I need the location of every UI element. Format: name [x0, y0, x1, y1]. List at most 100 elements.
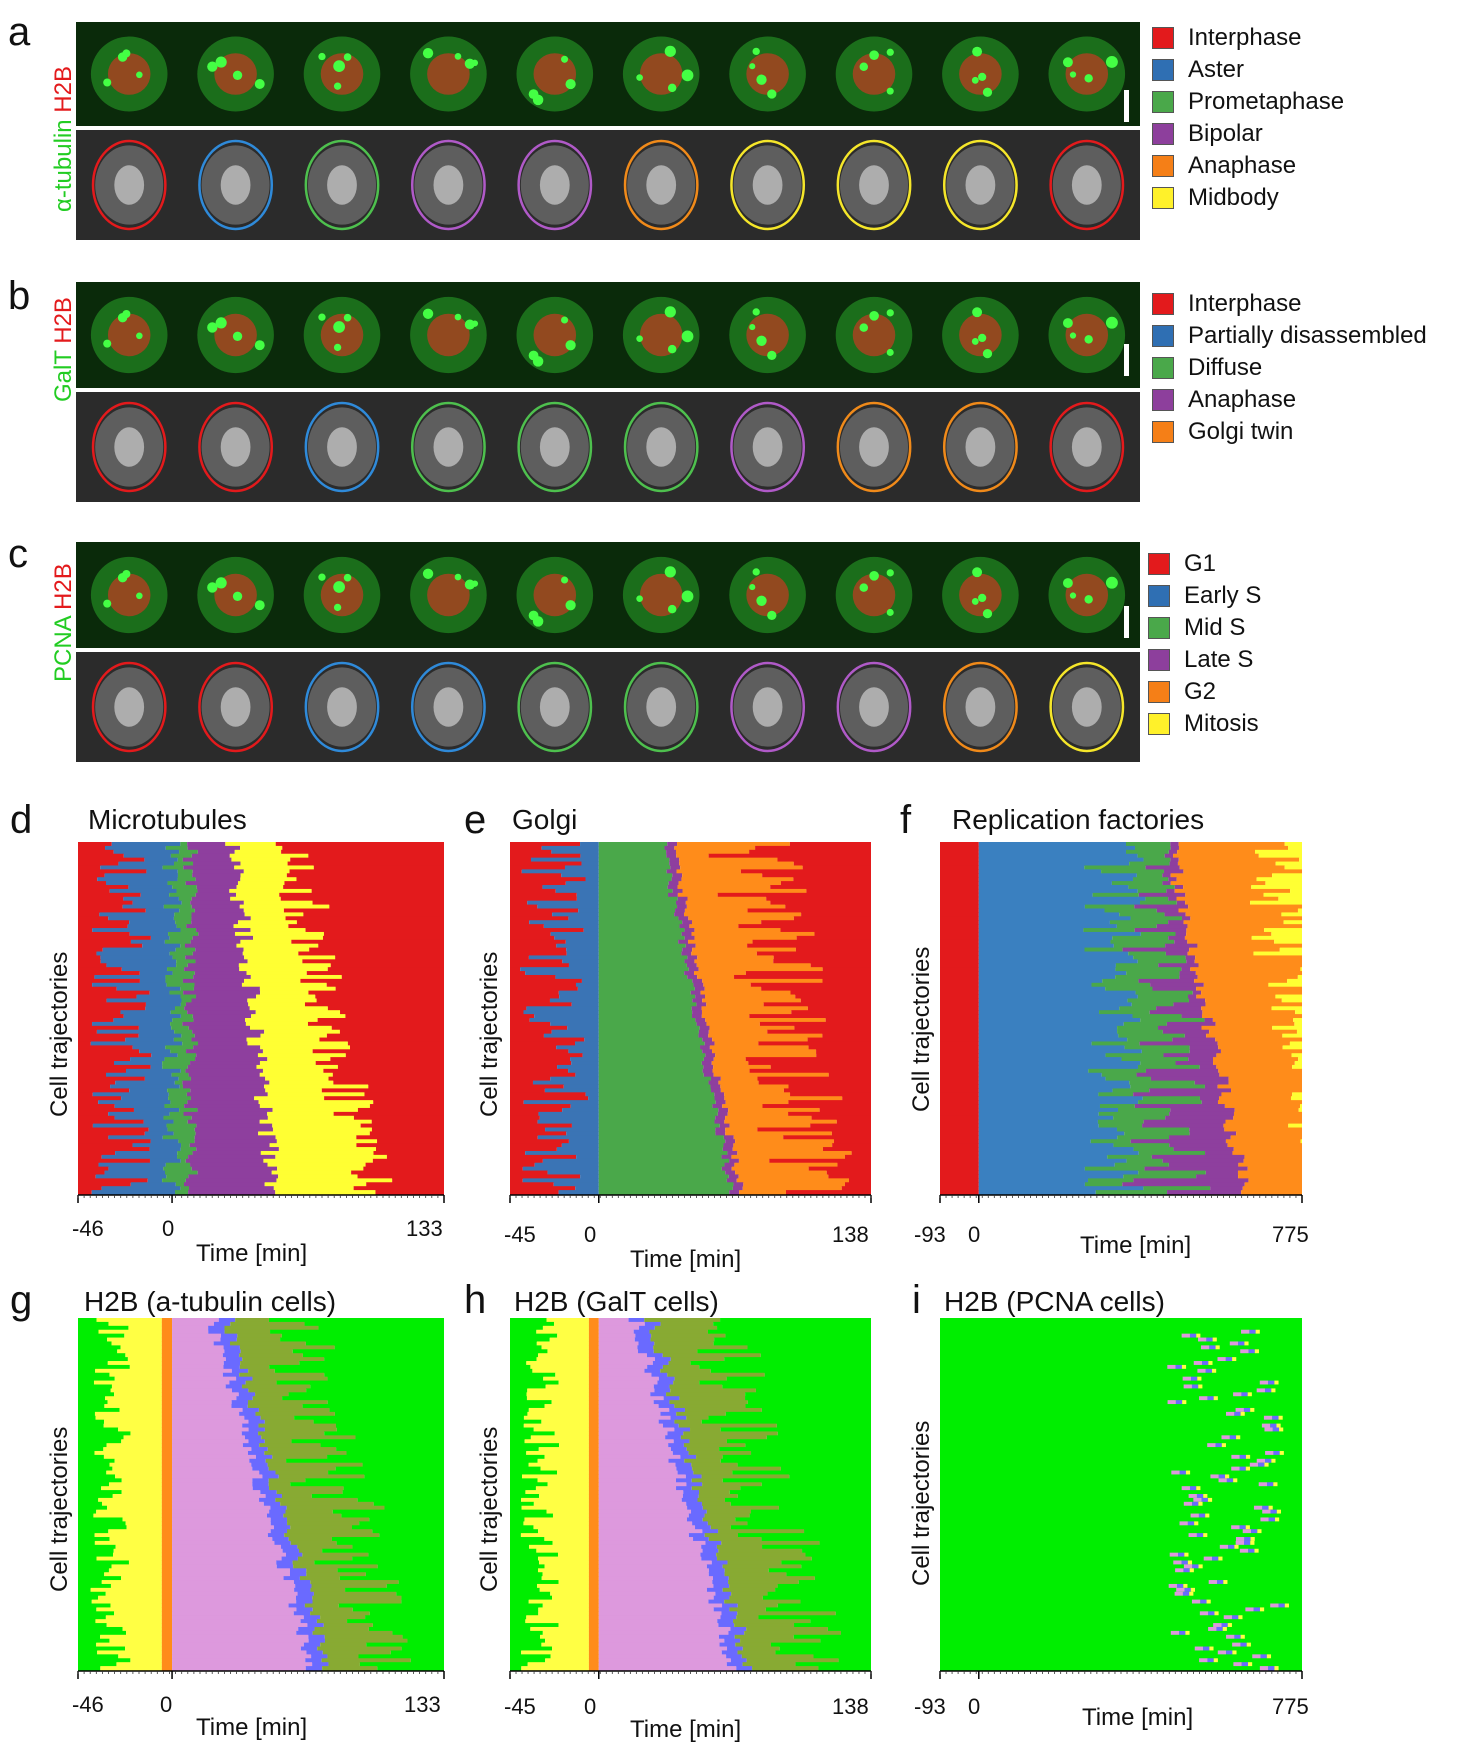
heatmap-segment	[138, 1025, 172, 1031]
heatmap-segment	[588, 1630, 599, 1636]
heatmap-segment	[1113, 943, 1166, 949]
heatmap-segment	[598, 849, 667, 855]
heatmap-segment	[363, 1166, 444, 1172]
heatmap-segment	[1234, 1107, 1299, 1113]
heatmap-segment	[685, 943, 696, 949]
heatmap-segment	[978, 1076, 1106, 1082]
heatmap-segment	[172, 1454, 256, 1460]
heatmap-segment	[161, 1404, 173, 1409]
heatmap-segment	[78, 1174, 96, 1179]
heatmap-segment	[668, 1443, 684, 1448]
heatmap-segment	[1199, 1096, 1220, 1101]
heatmap-segment	[588, 1599, 599, 1605]
ylabel-d: Cell trajectories	[46, 951, 73, 1117]
heatmap-segment	[338, 1603, 444, 1608]
heatmap-segment	[1149, 1010, 1203, 1015]
heatmap-segment	[1245, 1607, 1254, 1612]
heatmap-segment	[680, 865, 803, 870]
heatmap-segment	[644, 1368, 661, 1374]
heatmap-segment	[940, 1372, 1302, 1378]
heatmap-segment	[940, 1576, 1302, 1581]
legend-swatch	[1148, 713, 1170, 735]
row-label-c: PCNA H2B	[50, 563, 77, 682]
heatmap-segment	[940, 1131, 979, 1136]
heatmap-segment	[1275, 1517, 1280, 1522]
heatmap-segment	[231, 1368, 249, 1374]
heatmap-segment	[598, 1080, 709, 1085]
heatmap-segment	[510, 892, 577, 898]
heatmap-segment	[285, 1552, 303, 1558]
cell-outline	[517, 661, 593, 753]
heatmap-segment	[598, 1576, 713, 1581]
heatmap-segment	[510, 1396, 527, 1401]
heatmap-segment	[978, 1006, 1120, 1011]
heatmap-segment	[598, 885, 668, 890]
heatmap-segment	[835, 1611, 871, 1616]
heatmap-segment	[598, 1131, 716, 1136]
heatmap-e	[509, 842, 872, 1203]
heatmap-segment	[1118, 1033, 1185, 1039]
heatmap-segment	[804, 1529, 871, 1534]
heatmap-segment	[529, 920, 599, 925]
heatmap-segment	[172, 1591, 298, 1597]
heatmap-segment	[115, 1474, 162, 1479]
heatmap-segment	[244, 1435, 262, 1440]
heatmap-segment	[1186, 959, 1195, 964]
heatmap-segment	[172, 1321, 214, 1327]
legend-label: Late S	[1184, 646, 1254, 673]
heatmap-segment	[339, 1029, 444, 1035]
heatmap-segment	[173, 861, 193, 866]
heatmap-segment	[224, 1325, 319, 1331]
legend-item: Bipolar	[1152, 120, 1263, 148]
heatmap-segment	[161, 1333, 173, 1339]
heatmap-segment	[940, 1638, 1302, 1644]
heatmap-segment	[78, 1404, 105, 1409]
heatmap-segment	[360, 1123, 444, 1129]
heatmap-segment	[766, 1435, 871, 1440]
fluorescent-spot	[122, 49, 131, 58]
heatmap-segment	[305, 928, 444, 933]
cell-outline	[410, 401, 486, 493]
heatmap-segment	[272, 1454, 328, 1460]
heatmap-segment	[188, 1072, 260, 1078]
heatmap-segment	[1228, 1544, 1235, 1550]
ylabel-e: Cell trajectories	[476, 951, 503, 1117]
heatmap-segment	[775, 1650, 871, 1655]
legend-item: Interphase	[1152, 24, 1301, 52]
heatmap-segment	[293, 1611, 311, 1616]
heatmap-segment	[940, 1599, 1302, 1605]
heatmap-segment	[940, 1053, 979, 1058]
fluorescent-spot	[471, 580, 479, 587]
heatmap-segment	[1143, 1119, 1226, 1125]
heatmap-segment	[165, 978, 183, 984]
fluorescent-spot	[318, 313, 326, 321]
heatmap-segment	[330, 963, 444, 968]
heatmap-segment	[1168, 849, 1178, 855]
heatmap-segment	[588, 1435, 599, 1440]
heatmap-segment	[528, 955, 599, 960]
heatmap-segment	[841, 1186, 871, 1191]
heatmap-segment	[78, 935, 151, 941]
heatmap-segment	[510, 1583, 538, 1589]
heatmap-segment	[195, 892, 237, 898]
plot-title-h: H2B (GalT cells)	[514, 1286, 719, 1317]
legend-label: Diffuse	[1188, 354, 1263, 381]
heatmap-segment	[598, 1623, 719, 1628]
heatmap-segment	[172, 1466, 253, 1472]
heatmap-segment	[598, 1443, 669, 1448]
heatmap-segment	[100, 1666, 162, 1671]
heatmap-segment	[1134, 904, 1189, 909]
heatmap-segment	[265, 1494, 282, 1499]
heatmap-segment	[598, 1178, 727, 1183]
tick-i-1: 0	[968, 1694, 981, 1719]
heatmap-segment	[410, 1658, 444, 1663]
heatmap-segment	[309, 947, 444, 953]
heatmap-segment	[1126, 849, 1169, 855]
heatmap-segment	[324, 1634, 403, 1640]
heatmap-segment	[242, 1384, 311, 1389]
cell-nucleus	[746, 53, 789, 95]
cell-nucleus	[533, 313, 577, 357]
heatmap-segment	[287, 1529, 373, 1534]
heatmap-segment	[172, 1517, 271, 1522]
heatmap-segment	[106, 1505, 162, 1511]
